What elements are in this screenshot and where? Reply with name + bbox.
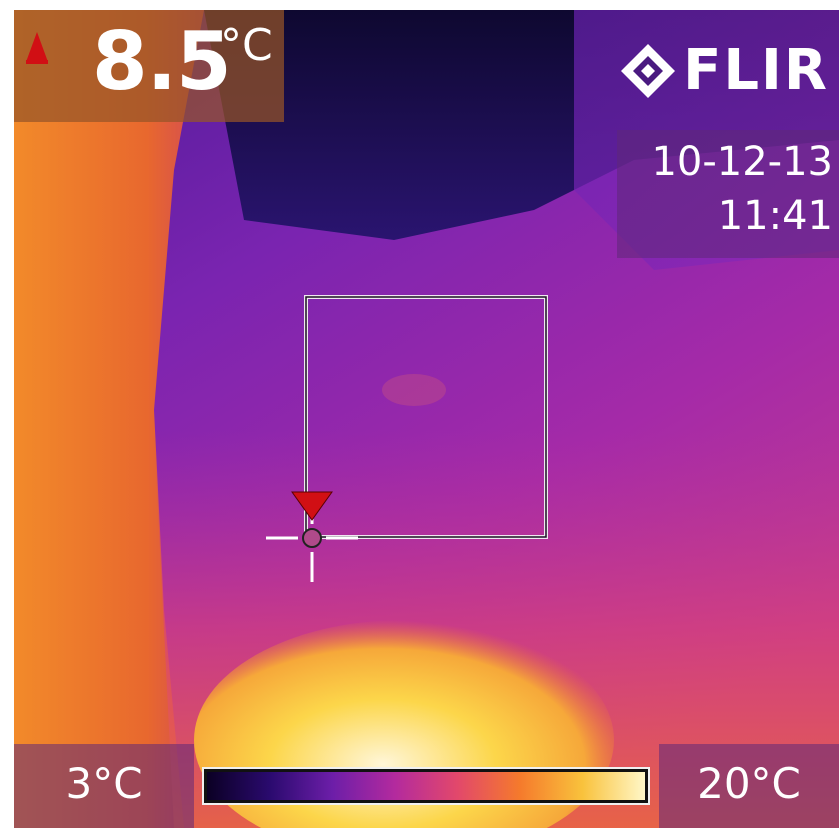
scale-max-label: 20°C: [697, 759, 801, 808]
capture-date: 10-12-13: [651, 139, 833, 185]
red-triangle-icon: [26, 32, 48, 64]
spot-temperature-panel: 8.5 °C: [14, 10, 284, 122]
crosshair-icon: [266, 510, 358, 582]
thermal-camera-screen: 8.5 °C FLIR 10-12-13 11:41 3°C 20°C: [14, 10, 839, 828]
color-scale-bar: [202, 767, 650, 805]
measurement-overlay: [266, 295, 548, 582]
measurement-box: [304, 295, 548, 539]
diamond-logo-icon: [621, 44, 676, 98]
brand-logo: FLIR: [619, 36, 829, 106]
scale-min-label: 3°C: [65, 759, 143, 808]
spot-temperature-value: 8.5: [92, 15, 232, 108]
timestamp-panel: 10-12-13 11:41: [617, 130, 839, 258]
spot-marker-triangle-icon: [291, 491, 333, 521]
brand-name: FLIR: [683, 38, 829, 103]
capture-time: 11:41: [717, 193, 833, 239]
scale-min-panel: 3°C: [14, 744, 194, 828]
scale-max-panel: 20°C: [659, 744, 839, 828]
spot-temperature-unit: °C: [220, 20, 273, 71]
